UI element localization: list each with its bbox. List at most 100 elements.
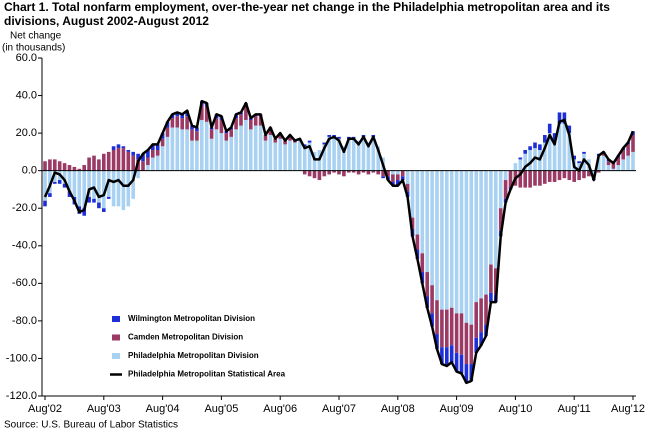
bar-segment — [273, 138, 278, 143]
bar-segment — [48, 193, 52, 197]
bar-segment — [547, 133, 552, 171]
bar-segment — [234, 118, 238, 130]
bar-segment — [209, 129, 214, 139]
bar-segment — [160, 138, 165, 147]
bar-segment — [302, 144, 307, 147]
x-tick-label: Aug'10 — [498, 403, 532, 415]
bar-segment — [43, 200, 47, 207]
bar-segment — [606, 165, 611, 171]
bar-segment — [459, 170, 464, 314]
chart-title: Chart 1. Total nonfarm employment, over-… — [4, 0, 610, 14]
y-tick-label: -80.0 — [12, 315, 37, 327]
bar-segment — [528, 170, 532, 188]
bar-segment — [87, 170, 91, 197]
bar-segment — [351, 170, 356, 173]
bar-segment — [547, 123, 552, 134]
bar-segment — [425, 170, 429, 273]
bar-segment — [596, 155, 601, 171]
bar-segment — [449, 307, 454, 346]
bar-segment — [425, 272, 429, 297]
x-tick-label: Aug'02 — [28, 403, 62, 415]
bar-segment — [175, 116, 180, 128]
bar-segment — [121, 170, 126, 211]
bar-segment — [116, 144, 121, 149]
bar-segment — [391, 174, 395, 182]
bar-segment — [533, 142, 537, 149]
bar-segment — [121, 148, 126, 171]
y-axis-label: Net change — [10, 31, 62, 42]
bar-segment — [557, 112, 562, 124]
bar-segment — [234, 129, 238, 171]
bar-segment — [62, 183, 67, 188]
bar-segment — [611, 168, 616, 171]
bar-segment — [327, 134, 331, 137]
bar-segment — [351, 138, 356, 171]
bar-segment — [146, 150, 150, 158]
bar-segment — [307, 140, 312, 143]
legend-label: Camden Metropolitan Division — [128, 333, 243, 342]
bar-segment — [361, 170, 366, 173]
bar-segment — [376, 170, 380, 175]
bar-segment — [474, 302, 478, 338]
bar-segment — [327, 170, 331, 175]
legend-swatch — [112, 316, 120, 322]
bar-segment — [62, 170, 67, 184]
bar-segment — [170, 127, 175, 171]
bar-segment — [111, 146, 116, 151]
bar-segment — [474, 337, 478, 353]
bar-segment — [97, 202, 101, 209]
bar-segment — [48, 170, 52, 194]
bar-segment — [214, 118, 219, 130]
y-tick-label: -120.0 — [6, 390, 37, 402]
bar-segment — [498, 170, 503, 209]
bar-segment — [278, 133, 282, 139]
bar-segment — [479, 298, 483, 333]
bar-segment — [180, 114, 184, 119]
bar-segment — [396, 170, 400, 175]
bar-segment — [170, 118, 175, 128]
bar-segment — [587, 170, 591, 177]
bar-segment — [567, 125, 572, 134]
bar-segment — [302, 170, 307, 175]
bar-segment — [366, 170, 371, 175]
bar-segment — [567, 170, 572, 181]
bar-segment — [464, 170, 469, 323]
bar-segment — [116, 170, 121, 207]
bar-segment — [577, 161, 581, 164]
bar-segment — [445, 309, 449, 348]
bar-segment — [547, 170, 552, 182]
bar-segment — [616, 157, 621, 166]
bar-segment — [293, 142, 297, 171]
y-tick-label: -40.0 — [12, 240, 37, 252]
bar-segment — [141, 153, 145, 162]
bar-segment — [224, 140, 229, 171]
bar-segment — [611, 163, 616, 169]
y-tick-label: -100.0 — [6, 352, 37, 364]
bar-segment — [543, 170, 547, 184]
bar-segment — [557, 170, 562, 181]
bar-segment — [258, 114, 263, 126]
bar-segment — [106, 196, 111, 199]
bar-segment — [302, 146, 307, 171]
bar-segment — [102, 208, 106, 212]
bar-segment — [209, 138, 214, 171]
bar-segment — [356, 140, 361, 171]
bar-segment — [494, 268, 498, 295]
bar-segment — [445, 170, 449, 310]
bar-segment — [523, 170, 527, 188]
bar-segment — [489, 264, 493, 293]
bar-segment — [552, 142, 557, 171]
bar-segment — [528, 146, 532, 151]
bar-segment — [185, 116, 189, 130]
bar-segment — [72, 166, 77, 171]
bar-segment — [146, 157, 150, 166]
bar-segment — [513, 163, 518, 171]
bar-segment — [155, 155, 160, 171]
bar-segment — [469, 170, 474, 325]
bar-segment — [53, 181, 57, 184]
bar-segment — [596, 170, 601, 173]
y-tick-label: 40.0 — [16, 89, 37, 101]
bar-segment — [449, 345, 454, 363]
bar-segment — [283, 140, 287, 145]
bar-segment — [459, 313, 464, 355]
